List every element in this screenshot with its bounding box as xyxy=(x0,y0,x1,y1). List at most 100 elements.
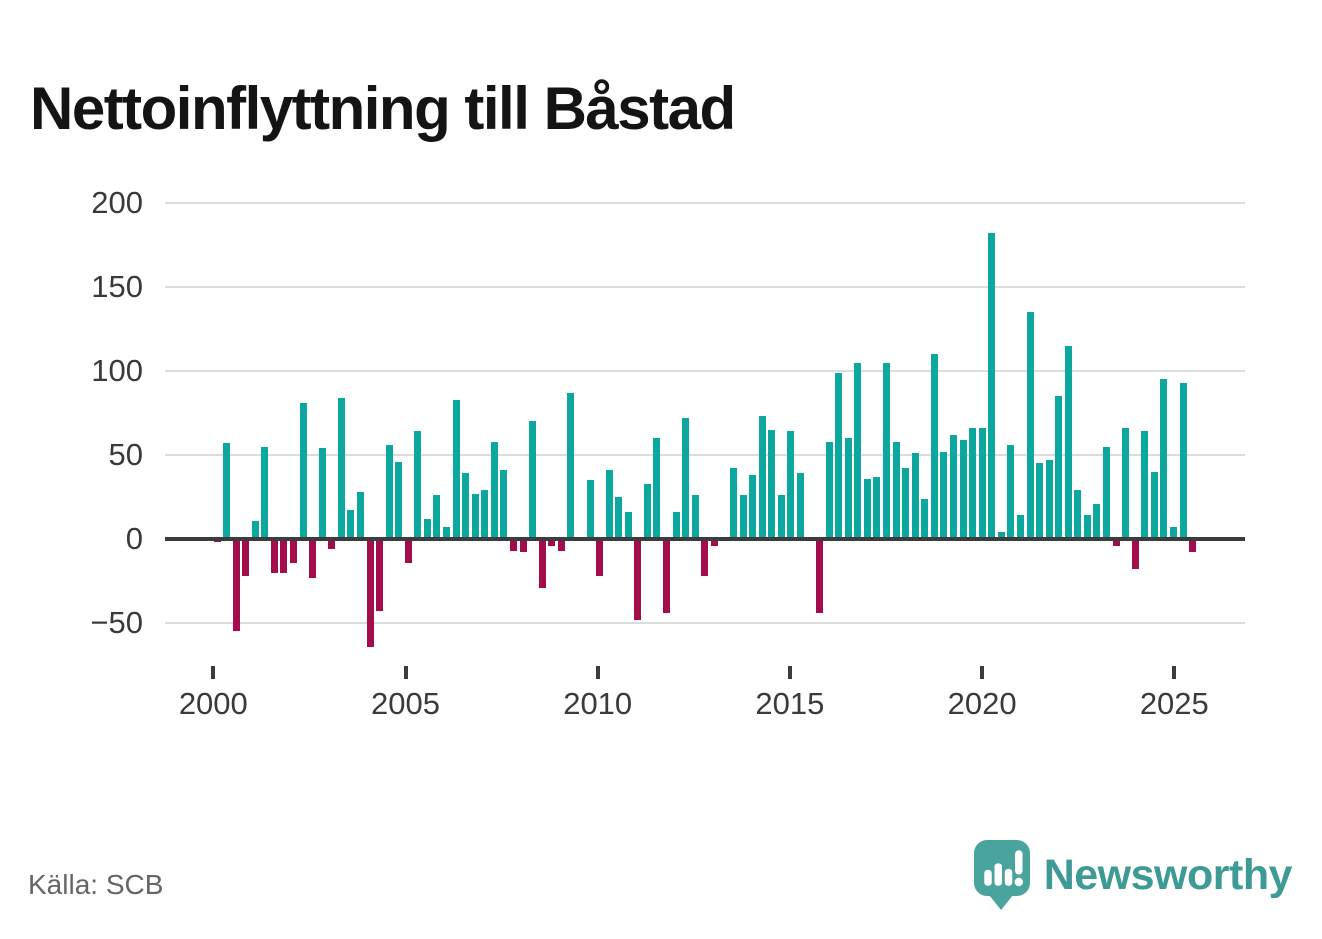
gridline--50 xyxy=(165,622,1245,624)
bar-2001-Q2 xyxy=(261,446,269,539)
bar-2017-Q1 xyxy=(863,478,871,539)
y-tick-label--50: −50 xyxy=(90,605,143,640)
y-tick-label-0: 0 xyxy=(125,521,143,556)
bar-2014-Q2 xyxy=(758,416,766,539)
bar-2004-Q2 xyxy=(376,539,384,612)
bar-2001-Q1 xyxy=(251,520,259,539)
bar-2003-Q1 xyxy=(328,539,336,550)
bar-2008-Q1 xyxy=(519,539,527,553)
bar-2005-Q4 xyxy=(433,495,441,539)
bar-2006-Q3 xyxy=(462,473,470,539)
bar-2015-Q1 xyxy=(787,431,795,539)
bar-2013-Q3 xyxy=(730,468,737,539)
x-tick-label-2025: 2025 xyxy=(1139,686,1209,721)
bar-2012-Q4 xyxy=(701,539,709,576)
zero-axis-line xyxy=(165,537,1245,541)
bar-2014-Q4 xyxy=(777,495,785,539)
bar-2016-Q4 xyxy=(854,362,862,539)
bar-2001-Q4 xyxy=(280,539,288,573)
bar-2002-Q4 xyxy=(318,448,326,539)
x-tick-mark-2010 xyxy=(595,666,600,679)
bar-2019-Q4 xyxy=(969,428,977,539)
bar-2025-Q3 xyxy=(1189,539,1197,553)
y-tick-label-150: 150 xyxy=(91,269,143,304)
gridline-50 xyxy=(165,454,1245,456)
x-tick-mark-2020 xyxy=(980,666,985,679)
x-tick-mark-2005 xyxy=(403,666,408,679)
bar-2025-Q1 xyxy=(1170,527,1177,539)
bar-2008-Q3 xyxy=(538,539,546,588)
bar-2004-Q1 xyxy=(366,539,374,647)
bar-2024-Q3 xyxy=(1150,471,1158,539)
bar-2019-Q2 xyxy=(950,434,957,539)
bar-2015-Q2 xyxy=(796,473,804,539)
bar-2012-Q1 xyxy=(672,512,680,539)
bar-2017-Q3 xyxy=(883,362,891,539)
bar-2007-Q2 xyxy=(490,441,498,539)
bar-2006-Q4 xyxy=(471,493,479,539)
x-tick-label-2020: 2020 xyxy=(947,686,1017,721)
bar-2017-Q4 xyxy=(892,441,900,539)
bar-2013-Q1 xyxy=(710,539,718,546)
bar-2022-Q1 xyxy=(1055,396,1063,539)
x-tick-label-2000: 2000 xyxy=(178,686,248,721)
bar-2022-Q3 xyxy=(1074,490,1082,539)
bar-2018-Q4 xyxy=(930,354,938,539)
bar-2014-Q3 xyxy=(768,429,776,539)
source-note: Källa: SCB xyxy=(28,869,164,900)
bar-2023-Q2 xyxy=(1103,446,1111,539)
bar-2005-Q1 xyxy=(404,539,412,563)
gridline-200 xyxy=(165,202,1245,204)
bar-2007-Q1 xyxy=(481,490,489,539)
bar-2009-Q1 xyxy=(557,539,565,551)
bar-2013-Q4 xyxy=(739,495,747,539)
bar-2015-Q4 xyxy=(816,539,824,613)
bar-2024-Q1 xyxy=(1131,539,1139,570)
bar-2010-Q1 xyxy=(596,539,604,576)
bar-2003-Q4 xyxy=(356,491,364,539)
bar-2025-Q2 xyxy=(1179,382,1187,539)
bar-2021-Q3 xyxy=(1036,463,1044,539)
bar-2004-Q4 xyxy=(395,461,403,539)
y-tick-label-200: 200 xyxy=(91,185,143,220)
x-tick-mark-2025 xyxy=(1172,666,1177,679)
bar-2010-Q3 xyxy=(615,497,623,539)
bar-2009-Q4 xyxy=(586,480,594,539)
bar-2006-Q2 xyxy=(452,399,460,539)
bar-2003-Q2 xyxy=(337,397,345,539)
bar-2001-Q3 xyxy=(270,539,278,573)
bar-2000-Q4 xyxy=(242,539,250,576)
bar-2012-Q3 xyxy=(691,495,699,539)
page-title: Nettoinflyttning till Båstad xyxy=(30,75,736,143)
bar-2002-Q2 xyxy=(299,402,307,539)
y-tick-label-100: 100 xyxy=(91,353,143,388)
bar-2023-Q1 xyxy=(1093,503,1101,539)
bar-2016-Q3 xyxy=(844,438,852,539)
x-tick-label-2005: 2005 xyxy=(371,686,440,721)
bar-2005-Q3 xyxy=(423,518,431,539)
bar-2006-Q1 xyxy=(443,527,451,539)
bar-2000-Q3 xyxy=(232,539,240,632)
bar-2023-Q4 xyxy=(1122,428,1130,539)
bar-2011-Q3 xyxy=(653,438,661,539)
bar-2005-Q2 xyxy=(414,431,422,539)
x-tick-mark-2000 xyxy=(211,666,216,679)
bar-2023-Q3 xyxy=(1112,539,1120,546)
bar-2019-Q3 xyxy=(959,439,967,539)
bar-2021-Q2 xyxy=(1026,312,1034,539)
bar-2008-Q2 xyxy=(529,421,537,539)
bar-2021-Q4 xyxy=(1045,460,1053,539)
bar-2018-Q1 xyxy=(902,468,910,539)
bar-2018-Q3 xyxy=(921,498,929,539)
bar-2009-Q2 xyxy=(567,392,575,539)
bar-2007-Q4 xyxy=(510,539,517,551)
brand-name: Newsworthy xyxy=(1043,850,1293,899)
bar-2011-Q1 xyxy=(634,539,642,620)
bar-2000-Q2 xyxy=(223,443,231,539)
bar-2011-Q2 xyxy=(643,483,651,539)
newsworthy-logo-icon xyxy=(973,840,1030,910)
bar-2014-Q1 xyxy=(749,475,757,539)
bar-2022-Q2 xyxy=(1064,345,1072,539)
bar-2018-Q2 xyxy=(911,453,919,539)
x-tick-label-2010: 2010 xyxy=(563,686,633,721)
